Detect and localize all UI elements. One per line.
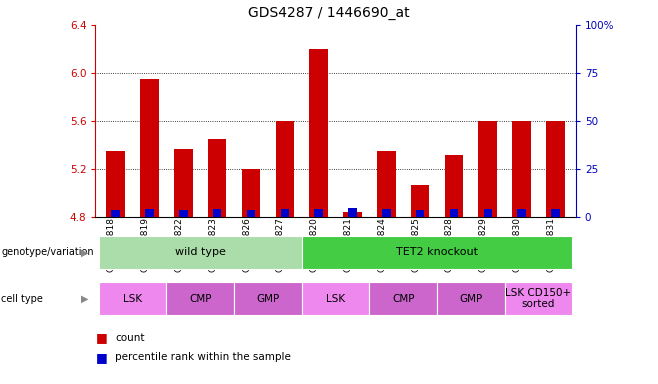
Text: ■: ■ [95, 351, 107, 364]
Bar [343, 212, 362, 217]
Bar [179, 210, 188, 217]
Bar [140, 79, 159, 217]
Text: GSM686830: GSM686830 [513, 217, 522, 272]
Bar [241, 169, 261, 217]
Text: LSK CD150+
sorted: LSK CD150+ sorted [505, 288, 572, 310]
Text: wild type: wild type [175, 247, 226, 258]
Text: TET2 knockout: TET2 knockout [396, 247, 478, 258]
Bar [234, 282, 302, 315]
Bar [450, 209, 458, 217]
Bar [513, 121, 531, 217]
Bar [484, 209, 492, 217]
Text: GSM686821: GSM686821 [343, 217, 353, 272]
Bar [445, 155, 463, 217]
Text: GSM686826: GSM686826 [242, 217, 251, 272]
Bar [551, 209, 560, 217]
Text: GSM686819: GSM686819 [141, 217, 149, 272]
Bar [213, 209, 221, 217]
Text: CMP: CMP [189, 293, 211, 304]
Text: GSM686827: GSM686827 [276, 217, 285, 272]
Text: cell type: cell type [1, 293, 43, 304]
Bar [411, 185, 430, 217]
Bar [437, 282, 505, 315]
Text: LSK: LSK [326, 293, 345, 304]
Bar [309, 49, 328, 217]
Bar [478, 121, 497, 217]
Text: count: count [115, 333, 145, 343]
Bar [276, 121, 294, 217]
Bar [166, 282, 234, 315]
Bar [517, 209, 526, 217]
Text: ■: ■ [95, 331, 107, 344]
Text: GSM686825: GSM686825 [411, 217, 420, 272]
Text: ▶: ▶ [82, 247, 89, 258]
Bar [111, 210, 120, 217]
Bar [247, 210, 255, 217]
Bar [546, 121, 565, 217]
Text: GSM686831: GSM686831 [546, 217, 555, 272]
Text: GSM686820: GSM686820 [310, 217, 318, 272]
Text: GSM686822: GSM686822 [174, 217, 184, 272]
Bar [208, 139, 226, 217]
Bar [505, 282, 572, 315]
Text: GSM686829: GSM686829 [479, 217, 488, 272]
Bar [145, 209, 154, 217]
Bar [99, 236, 302, 269]
Text: GSM686824: GSM686824 [377, 217, 386, 272]
Text: GSM686823: GSM686823 [208, 217, 217, 272]
Bar [99, 282, 166, 315]
Bar [369, 282, 437, 315]
Bar [348, 208, 357, 217]
Text: CMP: CMP [392, 293, 415, 304]
Bar [382, 209, 391, 217]
Text: GMP: GMP [459, 293, 482, 304]
Bar [280, 209, 289, 217]
Text: percentile rank within the sample: percentile rank within the sample [115, 352, 291, 362]
Text: GMP: GMP [257, 293, 280, 304]
Bar [377, 151, 395, 217]
Text: GSM686818: GSM686818 [107, 217, 116, 272]
Bar [107, 151, 125, 217]
Bar [416, 210, 424, 217]
Bar [302, 282, 369, 315]
Text: ▶: ▶ [82, 293, 89, 304]
Text: GDS4287 / 1446690_at: GDS4287 / 1446690_at [248, 6, 410, 20]
Text: LSK: LSK [123, 293, 142, 304]
Bar [315, 209, 323, 217]
Bar [302, 236, 572, 269]
Bar [174, 149, 193, 217]
Text: genotype/variation: genotype/variation [1, 247, 94, 258]
Text: GSM686828: GSM686828 [445, 217, 454, 272]
